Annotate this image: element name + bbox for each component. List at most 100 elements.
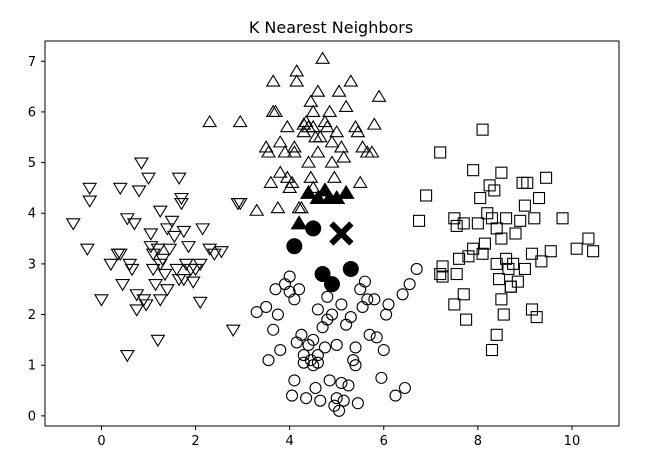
data-point — [112, 248, 128, 261]
data-point — [293, 283, 306, 296]
y-tick-label: 1 — [28, 359, 36, 374]
data-point — [497, 308, 510, 321]
data-point — [279, 170, 295, 183]
data-point — [434, 267, 447, 281]
data-point — [285, 389, 299, 402]
data-point — [192, 258, 208, 272]
data-point — [271, 308, 284, 321]
data-point — [310, 84, 326, 97]
chart-title: K Nearest Neighbors — [249, 18, 413, 37]
data-point — [467, 164, 480, 177]
data-point — [329, 221, 354, 246]
data-point — [329, 124, 345, 138]
data-point — [260, 300, 273, 314]
data-point — [328, 189, 346, 204]
data-point — [145, 263, 161, 277]
data-point — [342, 379, 355, 392]
data-point — [272, 135, 288, 148]
data-point — [138, 299, 154, 312]
data-point — [324, 276, 340, 293]
data-point — [300, 155, 316, 168]
data-point — [319, 119, 335, 133]
data-point — [300, 392, 313, 405]
data-point — [213, 246, 229, 259]
data-point — [192, 296, 208, 310]
data-point — [412, 214, 426, 227]
data-point — [382, 298, 395, 311]
x-tick-label: 10 — [564, 434, 581, 449]
data-point — [305, 180, 321, 194]
data-point — [336, 150, 352, 163]
data-point — [366, 117, 382, 130]
data-point — [143, 228, 159, 241]
data-point — [403, 278, 416, 291]
data-point — [324, 135, 340, 148]
data-point — [124, 263, 140, 277]
data-point — [318, 341, 331, 354]
data-point — [286, 140, 302, 153]
data-point — [143, 241, 159, 254]
data-point — [308, 130, 324, 143]
data-point — [206, 248, 222, 261]
data-point — [358, 275, 371, 288]
data-point — [330, 392, 343, 405]
x-tick-label: 6 — [380, 434, 388, 449]
data-point — [311, 303, 324, 316]
data-point — [364, 145, 380, 158]
data-point — [164, 215, 180, 229]
y-tick-label: 5 — [28, 156, 36, 171]
data-point — [337, 184, 355, 199]
data-point — [181, 241, 196, 254]
data-point — [176, 225, 192, 239]
data-point — [309, 381, 322, 395]
data-point — [133, 157, 149, 170]
data-point — [323, 374, 336, 387]
data-point — [82, 195, 98, 208]
data-point — [261, 145, 276, 158]
data-point — [476, 247, 489, 260]
data-point — [148, 279, 164, 292]
data-point — [509, 227, 522, 240]
data-point — [348, 119, 364, 133]
data-point — [342, 260, 359, 277]
data-point — [507, 257, 520, 270]
data-point — [286, 238, 303, 255]
data-point — [485, 343, 499, 357]
data-point — [298, 114, 314, 128]
data-point — [504, 280, 517, 293]
data-point — [570, 242, 583, 255]
data-point — [457, 217, 470, 230]
data-point — [350, 124, 366, 138]
data-point — [462, 250, 475, 263]
data-point — [371, 89, 387, 102]
data-point — [103, 258, 119, 272]
data-point — [450, 219, 463, 232]
data-point — [162, 243, 178, 256]
data-point — [119, 349, 135, 363]
data-point — [528, 212, 541, 225]
data-point — [115, 279, 131, 292]
data-point — [457, 288, 470, 301]
data-point — [129, 304, 145, 317]
x-tick-label: 4 — [286, 434, 294, 449]
data-point — [270, 200, 286, 214]
data-point — [335, 298, 348, 311]
y-tick-label: 2 — [28, 308, 36, 323]
data-point — [530, 311, 543, 324]
data-point — [262, 354, 275, 367]
data-point — [436, 270, 449, 283]
data-point — [495, 232, 508, 245]
data-point — [274, 343, 287, 357]
data-point — [230, 198, 246, 211]
data-point — [410, 262, 423, 276]
data-point — [352, 175, 368, 188]
data-point — [272, 165, 288, 178]
data-point — [335, 376, 348, 389]
y-tick-label: 7 — [28, 55, 36, 70]
data-point — [112, 182, 128, 196]
data-point — [331, 84, 347, 97]
data-point — [150, 243, 166, 256]
data-point — [478, 237, 491, 250]
x-tick-label: 2 — [191, 434, 199, 449]
data-point — [171, 172, 187, 186]
